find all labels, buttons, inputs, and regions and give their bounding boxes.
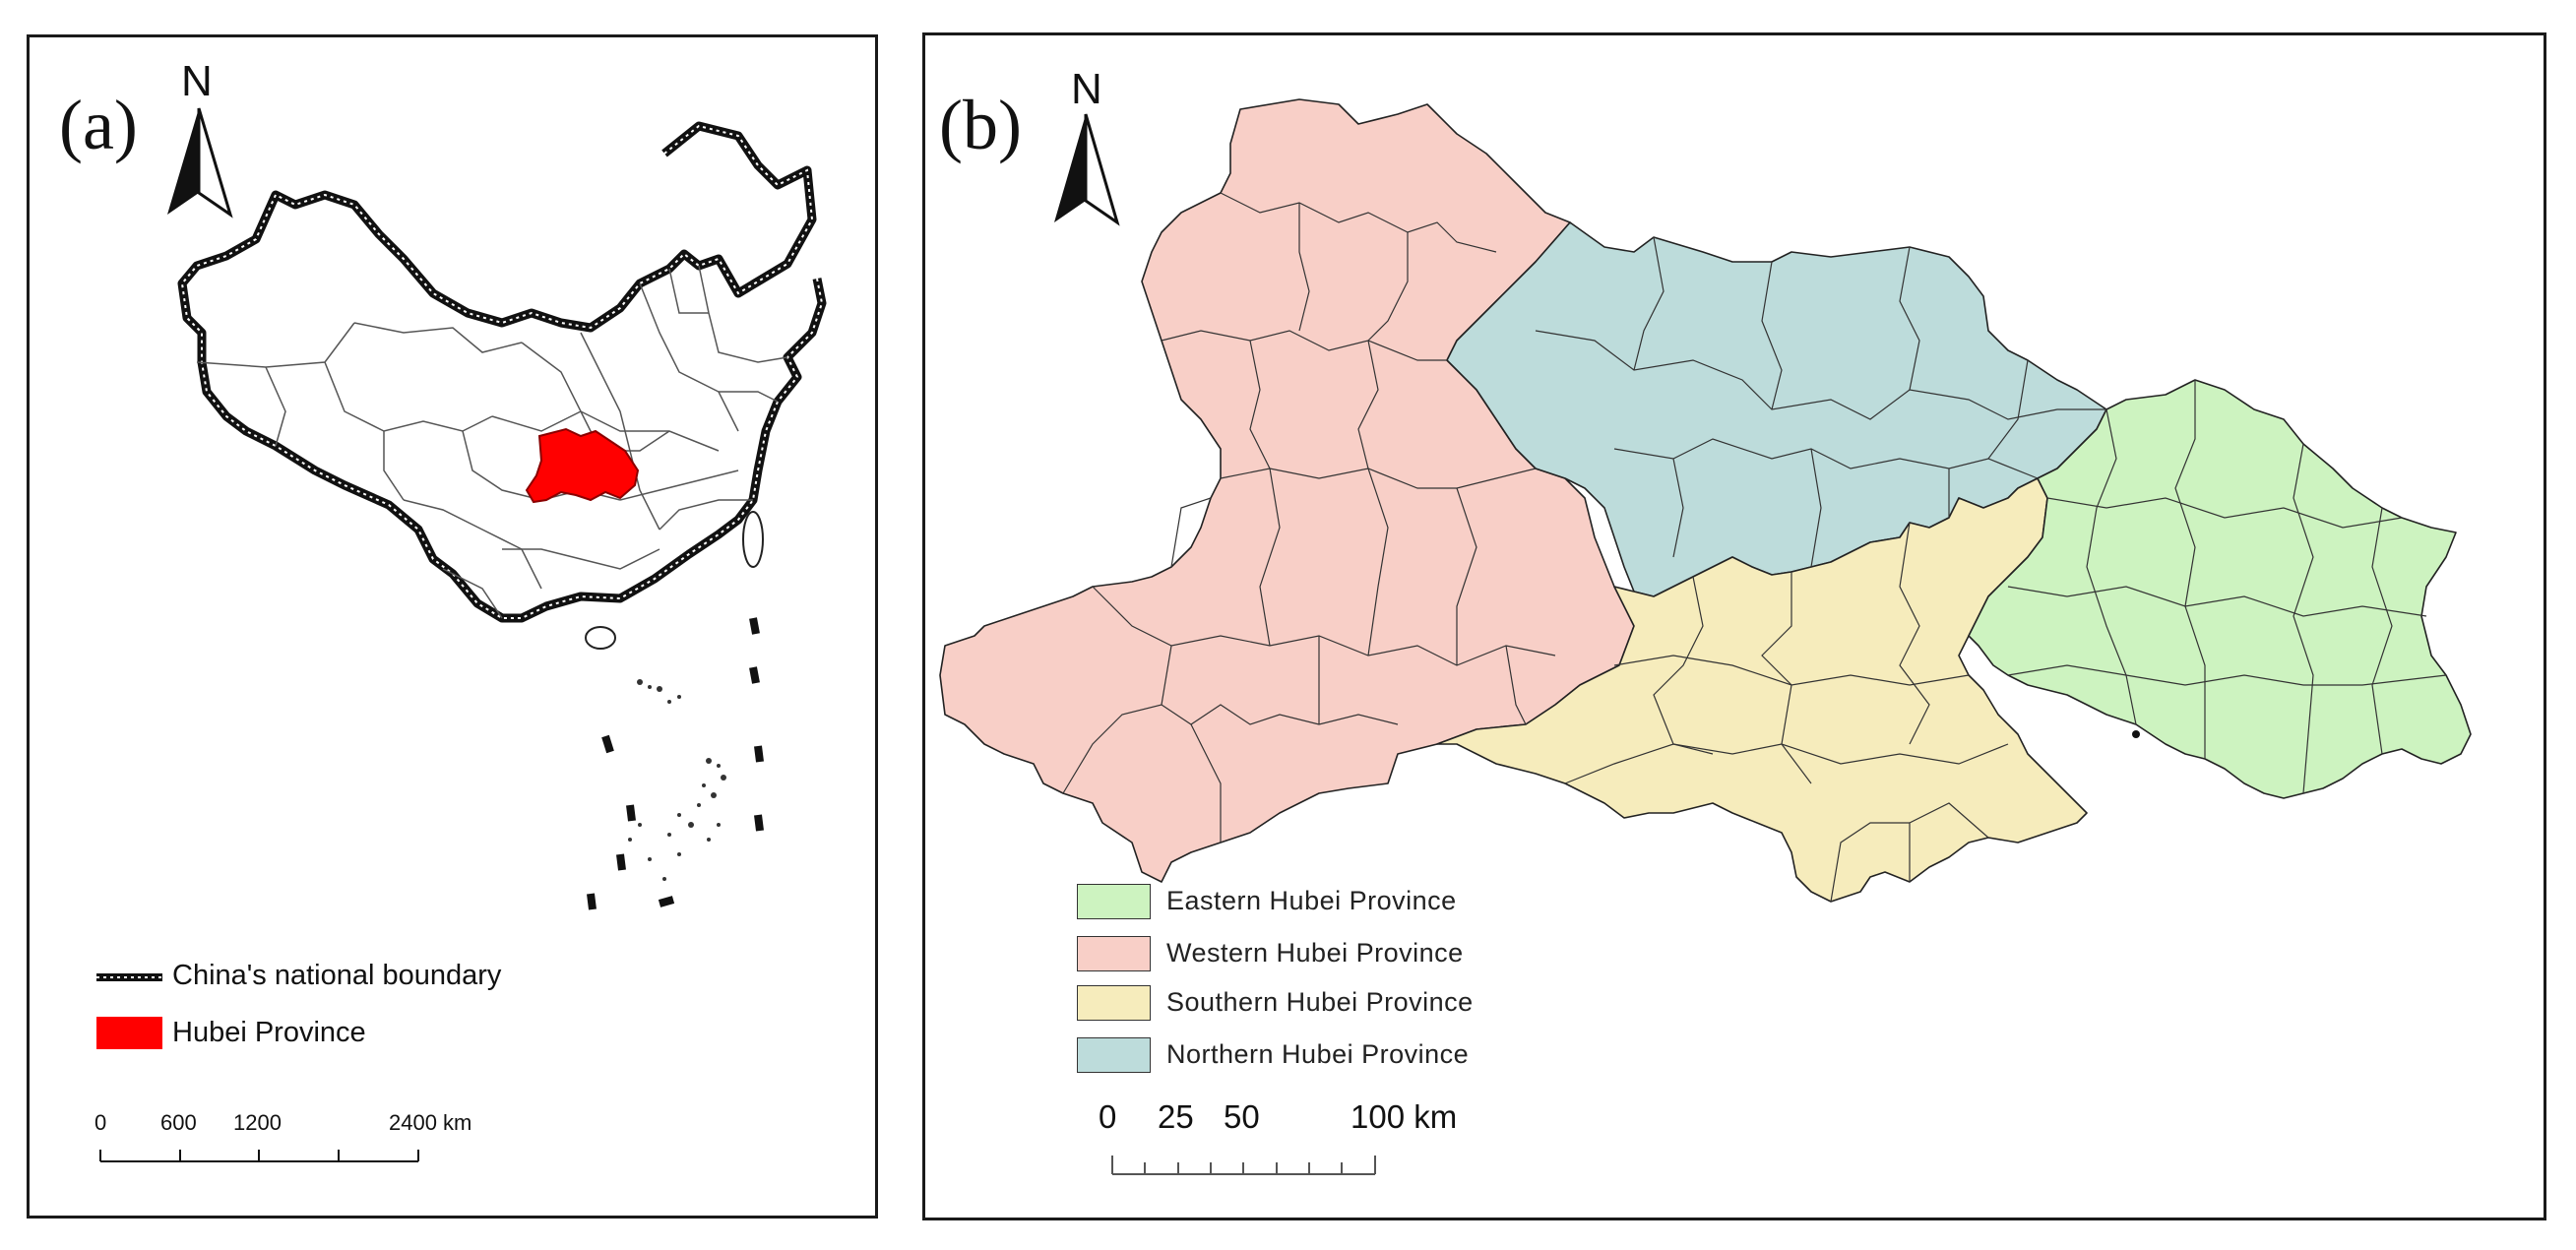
province-boundaries [196,265,788,619]
legend-label-1: Western Hubei Province [1166,938,1464,968]
north-arrow-label-a: N [181,57,213,105]
scale-b-tick-1: 25 [1158,1098,1194,1135]
south-china-sea-islands [628,679,726,881]
county-boundaries [1062,192,2447,903]
panel-a-china-map: (a) N [27,34,878,1219]
scale-b-tick-2: 50 [1224,1098,1260,1135]
scale-a-tick-2: 1200 [233,1110,282,1135]
china-national-boundary [177,121,827,623]
china-map-svg [96,107,827,1162]
legend-label-3: Northern Hubei Province [1166,1039,1470,1069]
taiwan-island [742,511,764,568]
panel-a-label: (a) [59,86,138,164]
legend-hubei-label: Hubei Province [172,1017,366,1048]
scale-a-tick-3: 2400 km [389,1110,472,1135]
legend-label-2: Southern Hubei Province [1166,987,1474,1017]
legend-label-0: Eastern Hubei Province [1166,886,1457,915]
scale-a-tick-1: 600 [160,1110,197,1135]
legend-swatch-0 [1077,884,1151,919]
scale-bar-b [1111,1156,1376,1175]
north-arrow-label-b: N [1071,65,1102,113]
scale-b-tick-0: 0 [1099,1098,1117,1135]
legend-boundary-label: China's national boundary [172,960,502,991]
south-china-sea-dashes [587,617,764,910]
map-small-feature [2132,730,2140,738]
north-arrow-icon-a [167,107,233,219]
region-southern-hubei [1436,477,2088,903]
legend-hubei-swatch [96,1017,162,1049]
hainan-island [585,626,616,650]
hubei-map-svg [939,98,2472,1175]
scale-bar-a [99,1150,419,1162]
scale-b-tick-3: 100 km [1351,1098,1458,1135]
hubei-province-highlight [525,427,640,504]
north-arrow-icon-b [1054,113,1120,226]
panel-b-hubei-regions-map: (b) N [922,32,2546,1220]
panel-b-label: (b) [939,86,1022,164]
scale-a-tick-0: 0 [94,1110,107,1135]
legend-swatch-3 [1077,1037,1151,1073]
region-eastern-hubei [1968,379,2472,799]
legend-swatch-1 [1077,936,1151,971]
legend-swatch-2 [1077,985,1151,1021]
